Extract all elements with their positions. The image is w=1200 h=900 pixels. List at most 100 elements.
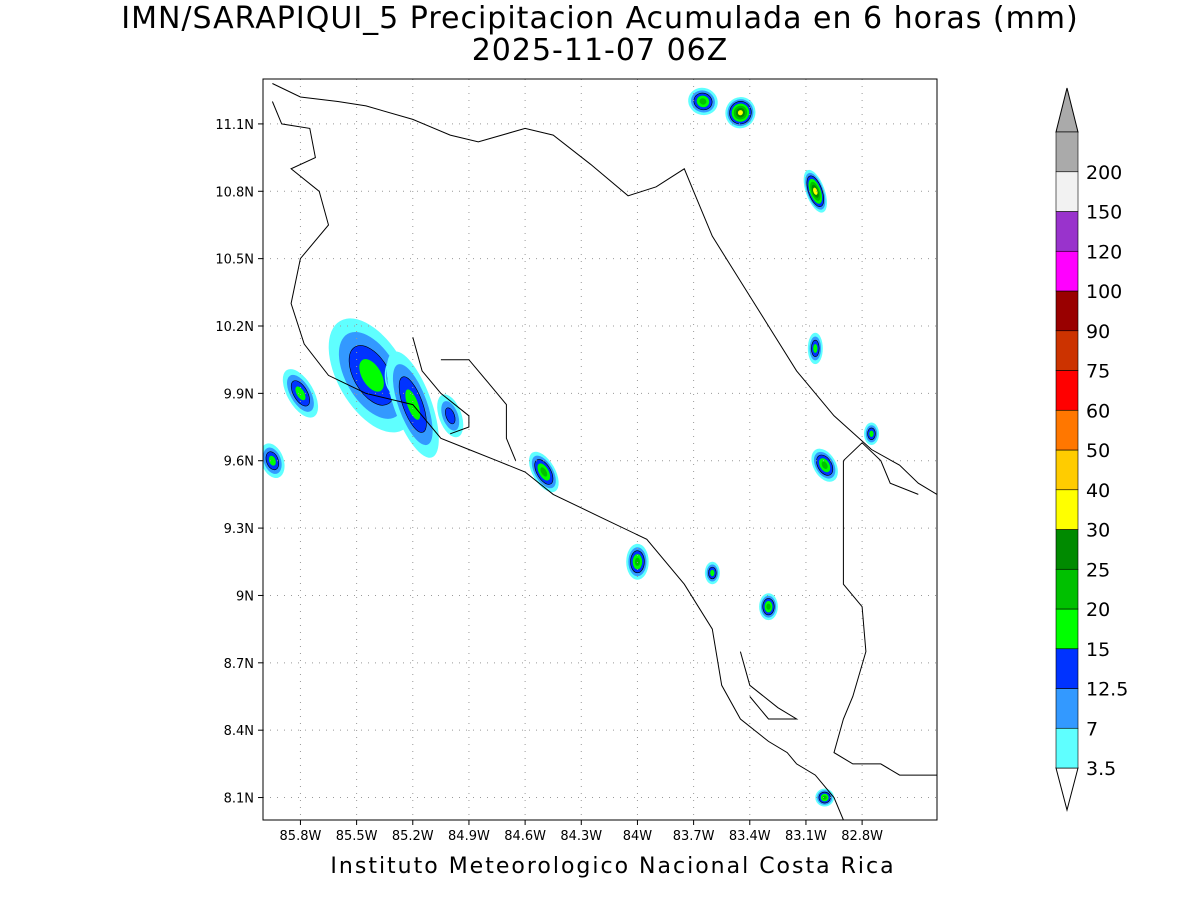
rain-cell <box>863 422 879 446</box>
precipitation-field <box>263 87 879 807</box>
rain-contour-level-4 <box>540 467 548 477</box>
colorbar-label: 7 <box>1086 718 1098 740</box>
coastline <box>440 359 517 461</box>
lat-tick-label: 10.8N <box>215 185 254 200</box>
footer-credit: Instituto Meteorologico Nacional Costa R… <box>330 854 896 879</box>
colorbar-label: 75 <box>1086 361 1110 383</box>
coastlines <box>271 83 937 820</box>
colorbar-label: 60 <box>1086 400 1110 422</box>
coastline <box>843 442 919 495</box>
rain-contour-level-4 <box>699 98 707 105</box>
colorbar-swatch <box>1055 131 1079 173</box>
lat-tick-label: 10.2N <box>215 320 254 335</box>
colorbar-label: 90 <box>1086 321 1110 343</box>
rain-cell <box>282 369 319 418</box>
lat-tick-label: 10.5N <box>215 253 254 268</box>
colorbar-label: 12.5 <box>1086 679 1128 701</box>
colorbar: 3.5 7 12.5 15 20 25 30 40 50 60 75 90 100 120 150 200 <box>1055 87 1128 812</box>
latitude-axis: 11.1N 10.8N 10.5N 10.2N 9.9N 9.6N 9.3N 9N 8.7N 8.… <box>215 118 263 807</box>
lat-tick-label: 9.6N <box>224 455 254 470</box>
rain-contour-level-3 <box>359 359 384 392</box>
lon-tick-label: 83.4W <box>729 829 771 844</box>
rain-contour-level-4 <box>766 603 771 610</box>
colorbar-label: 200 <box>1086 162 1122 184</box>
colorbar-bottom-arrow <box>1055 767 1079 812</box>
colorbar-top-arrow <box>1055 87 1079 133</box>
colorbar-swatch <box>1055 648 1079 689</box>
colorbar-swatch <box>1055 290 1079 332</box>
rain-contour-level-2 <box>445 407 456 425</box>
colorbar-swatch <box>1055 529 1079 570</box>
rain-contour-level-3 <box>268 455 276 466</box>
rain-cell <box>803 169 827 213</box>
rain-cell <box>725 97 756 129</box>
rain-cell <box>759 593 778 621</box>
rain-cell <box>263 443 285 479</box>
lon-tick-label: 83.7W <box>673 829 715 844</box>
lat-tick-label: 11.1N <box>215 118 254 133</box>
colorbar-swatch <box>1055 608 1079 650</box>
colorbar-label: 120 <box>1086 241 1122 263</box>
rain-contour-level-3 <box>869 430 874 437</box>
lat-tick-label: 8.1N <box>224 792 254 807</box>
rain-cell <box>815 788 835 807</box>
lat-tick-label: 8.7N <box>224 657 254 672</box>
rain-cell <box>688 87 718 116</box>
lon-tick-label: 82.8W <box>841 829 883 844</box>
colorbar-swatch <box>1055 727 1079 769</box>
colorbar-swatch <box>1055 370 1079 411</box>
rain-cell <box>528 451 559 493</box>
longitude-axis: 85.8W 85.5W 85.2W 84.9W 84.6W 84.3W 84W 83.7W 83… <box>280 820 883 844</box>
rain-contour-level-3 <box>295 386 306 401</box>
lon-tick-label: 85.5W <box>336 829 378 844</box>
colorbar-label: 150 <box>1086 202 1122 224</box>
rain-contour-level-4 <box>821 461 828 470</box>
coastline <box>833 460 937 776</box>
rain-cell <box>328 318 415 433</box>
lon-tick-label: 83.1W <box>785 829 827 844</box>
coastline <box>739 651 799 720</box>
lon-tick-label: 84.6W <box>504 829 546 844</box>
map-valid-time: 2025-11-07 06Z <box>471 33 729 68</box>
lon-tick-label: 85.8W <box>280 829 322 844</box>
colorbar-swatch <box>1055 568 1079 610</box>
colorbar-label: 50 <box>1086 440 1110 462</box>
colorbar-label: 20 <box>1086 599 1110 621</box>
colorbar-swatch <box>1055 330 1079 371</box>
map-frame <box>262 78 938 821</box>
colorbar-swatch <box>1055 250 1079 292</box>
colorbar-swatch <box>1055 489 1079 530</box>
coastline <box>412 337 470 435</box>
rain-contour-level-6 <box>813 187 818 195</box>
rain-cell <box>811 448 838 482</box>
colorbar-label: 40 <box>1086 480 1110 502</box>
colorbar-swatch <box>1055 688 1079 729</box>
rain-cell <box>704 561 720 585</box>
rain-contour-level-4 <box>822 795 827 800</box>
colorbar-swatch <box>1055 171 1079 212</box>
lon-tick-label: 84W <box>623 829 653 844</box>
colorbar-swatch <box>1055 211 1079 252</box>
map-title: IMN/SARAPIQUI_5 Precipitacion Acumulada … <box>121 1 1079 36</box>
colorbar-label: 25 <box>1086 559 1110 581</box>
map-grid <box>263 79 937 820</box>
colorbar-label: 3.5 <box>1086 758 1116 780</box>
rain-contour-level-4 <box>634 557 641 566</box>
rain-contour-level-3 <box>710 569 715 577</box>
rain-contour-level-6 <box>737 110 743 116</box>
colorbar-label: 100 <box>1086 281 1122 303</box>
lon-tick-label: 85.2W <box>392 829 434 844</box>
colorbar-swatch <box>1055 409 1079 451</box>
rain-cell <box>437 394 464 438</box>
colorbar-swatch <box>1055 449 1079 491</box>
lat-tick-label: 9.9N <box>224 387 254 402</box>
lat-tick-label: 9.3N <box>224 522 254 537</box>
colorbar-label: 30 <box>1086 520 1110 542</box>
rain-contour-level-3 <box>813 343 818 353</box>
lon-tick-label: 84.3W <box>560 829 602 844</box>
coastline <box>271 101 844 820</box>
lat-tick-label: 9N <box>236 589 254 604</box>
lat-tick-label: 8.4N <box>224 724 254 739</box>
lon-tick-label: 84.9W <box>448 829 490 844</box>
